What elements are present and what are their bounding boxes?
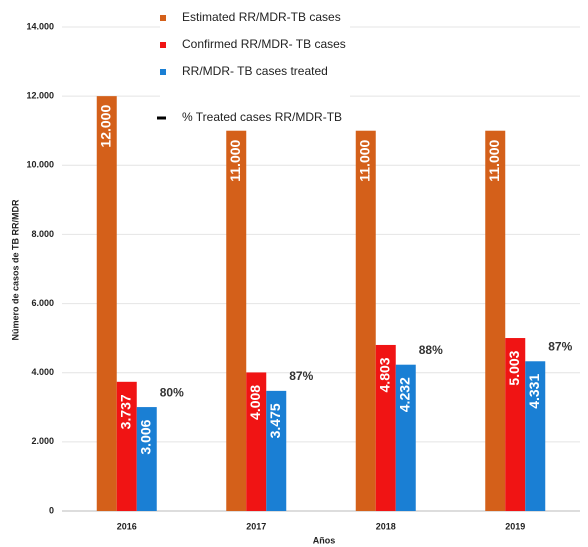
bar — [355, 130, 376, 511]
value-label: 5.003 — [506, 350, 522, 385]
value-label: 11.000 — [227, 139, 243, 181]
percent-label: 87% — [289, 369, 313, 383]
legend-label: RR/MDR- TB cases treated — [182, 64, 328, 78]
percent-label: 87% — [548, 339, 572, 353]
value-label: 4.232 — [396, 377, 412, 412]
legend-background — [160, 4, 350, 130]
bar — [246, 372, 267, 511]
bar — [96, 96, 117, 512]
x-tick-label: 2017 — [246, 521, 266, 531]
bar — [116, 381, 137, 511]
value-label: 3.006 — [137, 419, 153, 454]
x-tick-label: 2016 — [117, 521, 137, 531]
legend-marker — [160, 15, 166, 21]
percent-label: 88% — [419, 343, 443, 357]
legend-label: Estimated RR/MDR-TB cases — [182, 10, 341, 24]
bar — [485, 130, 506, 511]
bar — [136, 407, 157, 511]
y-tick-label: 4.000 — [31, 367, 54, 377]
x-tick-label: 2019 — [505, 521, 525, 531]
value-label: 3.737 — [117, 394, 133, 429]
legend-marker — [160, 69, 166, 75]
legend-marker — [160, 42, 166, 48]
value-label: 4.331 — [526, 374, 542, 409]
bar — [375, 344, 396, 511]
y-tick-label: 8.000 — [31, 229, 54, 239]
y-tick-label: 0 — [49, 505, 54, 515]
legend-label: Confirmed RR/MDR- TB cases — [182, 37, 346, 51]
value-label: 11.000 — [486, 139, 502, 181]
bar — [525, 361, 546, 511]
y-tick-label: 6.000 — [31, 298, 54, 308]
bar — [266, 390, 287, 511]
value-label: 4.008 — [247, 385, 263, 420]
bar — [505, 338, 526, 511]
y-axis-title: Número de casos de TB RR/MDR — [10, 199, 20, 341]
percent-label: 80% — [160, 385, 184, 399]
value-label: 12.000 — [97, 105, 113, 148]
x-tick-label: 2018 — [376, 521, 396, 531]
bar — [395, 364, 416, 511]
value-label: 4.803 — [376, 357, 392, 392]
x-axis-title: Años — [313, 535, 336, 545]
y-tick-label: 10.000 — [26, 160, 54, 170]
bar — [226, 130, 247, 511]
legend-label: % Treated cases RR/MDR-TB — [182, 110, 342, 124]
value-label: 3.475 — [267, 403, 283, 438]
y-tick-label: 14.000 — [26, 21, 54, 31]
y-tick-label: 2.000 — [31, 436, 54, 446]
y-tick-label: 12.000 — [26, 91, 54, 101]
value-label: 11.000 — [356, 139, 372, 181]
legend-marker — [157, 116, 166, 120]
